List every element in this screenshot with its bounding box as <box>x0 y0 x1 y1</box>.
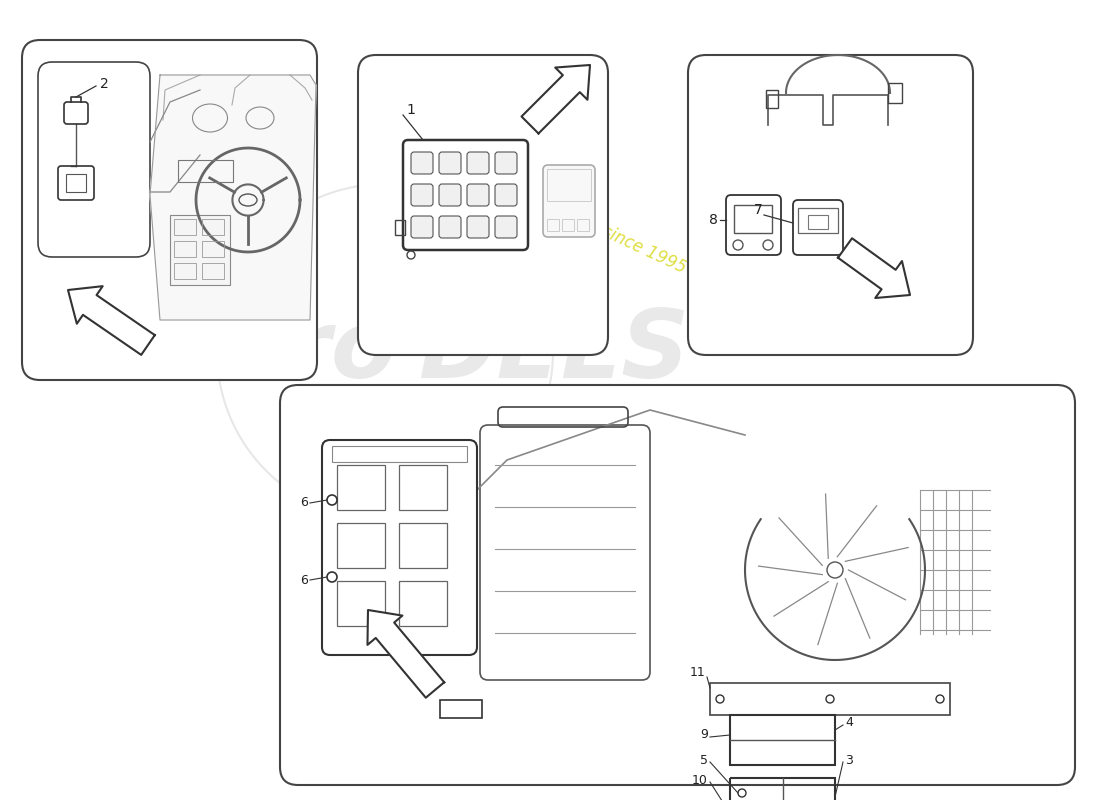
Bar <box>337 523 385 568</box>
FancyBboxPatch shape <box>280 385 1075 785</box>
Polygon shape <box>150 75 316 320</box>
FancyBboxPatch shape <box>439 184 461 206</box>
Bar <box>578 219 588 231</box>
FancyBboxPatch shape <box>411 152 433 174</box>
FancyBboxPatch shape <box>495 152 517 174</box>
Bar <box>395 220 405 235</box>
Bar <box>399 523 447 568</box>
FancyBboxPatch shape <box>439 216 461 238</box>
Bar <box>710 683 950 715</box>
Bar <box>202 241 224 257</box>
Bar <box>766 90 778 108</box>
Polygon shape <box>521 65 590 134</box>
Bar <box>202 263 224 279</box>
Bar <box>332 446 468 462</box>
Bar <box>888 83 902 103</box>
Text: 11: 11 <box>690 666 705 679</box>
Bar <box>440 700 482 718</box>
Bar <box>730 715 835 765</box>
Text: 5: 5 <box>700 754 708 766</box>
Text: DELS: DELS <box>418 306 690 398</box>
FancyBboxPatch shape <box>495 216 517 238</box>
Text: 4: 4 <box>845 717 853 730</box>
Bar <box>547 169 591 202</box>
Bar <box>734 205 772 233</box>
Text: euro: euro <box>153 306 396 398</box>
Bar <box>798 208 838 233</box>
Bar <box>547 219 559 231</box>
FancyBboxPatch shape <box>468 184 490 206</box>
FancyBboxPatch shape <box>688 55 974 355</box>
FancyBboxPatch shape <box>22 40 317 380</box>
Bar <box>174 219 196 235</box>
FancyBboxPatch shape <box>468 216 490 238</box>
Text: 10: 10 <box>692 774 708 786</box>
Text: 1: 1 <box>406 103 415 117</box>
Polygon shape <box>68 286 155 355</box>
Text: a passion for parts since 1995: a passion for parts since 1995 <box>454 155 690 277</box>
Polygon shape <box>838 238 910 298</box>
Text: 7: 7 <box>755 203 763 217</box>
FancyBboxPatch shape <box>439 152 461 174</box>
FancyBboxPatch shape <box>39 62 150 257</box>
Text: 6: 6 <box>300 497 308 510</box>
Text: 9: 9 <box>700 729 708 742</box>
Bar <box>174 241 196 257</box>
Bar <box>174 263 196 279</box>
FancyBboxPatch shape <box>411 216 433 238</box>
Bar <box>170 215 230 285</box>
FancyBboxPatch shape <box>495 184 517 206</box>
Bar <box>399 581 447 626</box>
Bar <box>178 160 233 182</box>
FancyBboxPatch shape <box>543 165 595 237</box>
Bar <box>730 778 835 800</box>
Bar <box>808 215 828 229</box>
FancyBboxPatch shape <box>468 152 490 174</box>
Bar <box>337 581 385 626</box>
Text: 6: 6 <box>300 574 308 586</box>
Bar <box>399 465 447 510</box>
Text: 8: 8 <box>710 213 718 227</box>
Bar <box>562 219 574 231</box>
FancyBboxPatch shape <box>411 184 433 206</box>
Polygon shape <box>367 610 444 698</box>
Text: 3: 3 <box>845 754 853 766</box>
FancyBboxPatch shape <box>358 55 608 355</box>
Bar <box>337 465 385 510</box>
Bar <box>202 219 224 235</box>
Bar <box>66 174 86 192</box>
Text: 2: 2 <box>100 77 109 91</box>
